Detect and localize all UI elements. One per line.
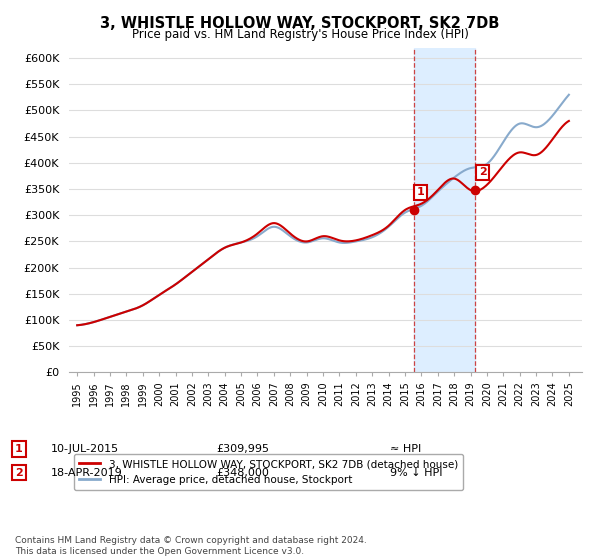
Text: 1: 1 bbox=[417, 188, 425, 197]
Legend: 3, WHISTLE HOLLOW WAY, STOCKPORT, SK2 7DB (detached house), HPI: Average price, : 3, WHISTLE HOLLOW WAY, STOCKPORT, SK2 7D… bbox=[74, 454, 463, 490]
Text: 18-APR-2019: 18-APR-2019 bbox=[51, 468, 123, 478]
Text: Contains HM Land Registry data © Crown copyright and database right 2024.
This d: Contains HM Land Registry data © Crown c… bbox=[15, 536, 367, 556]
Text: 10-JUL-2015: 10-JUL-2015 bbox=[51, 444, 119, 454]
Text: 2: 2 bbox=[15, 468, 23, 478]
Text: 1: 1 bbox=[15, 444, 23, 454]
Text: 2: 2 bbox=[479, 167, 487, 178]
Text: 9% ↓ HPI: 9% ↓ HPI bbox=[390, 468, 443, 478]
Text: £348,000: £348,000 bbox=[216, 468, 269, 478]
Text: 3, WHISTLE HOLLOW WAY, STOCKPORT, SK2 7DB: 3, WHISTLE HOLLOW WAY, STOCKPORT, SK2 7D… bbox=[100, 16, 500, 31]
Text: Price paid vs. HM Land Registry's House Price Index (HPI): Price paid vs. HM Land Registry's House … bbox=[131, 28, 469, 41]
Bar bbox=[413, 48, 475, 372]
Text: £309,995: £309,995 bbox=[216, 444, 269, 454]
Text: ≈ HPI: ≈ HPI bbox=[390, 444, 421, 454]
